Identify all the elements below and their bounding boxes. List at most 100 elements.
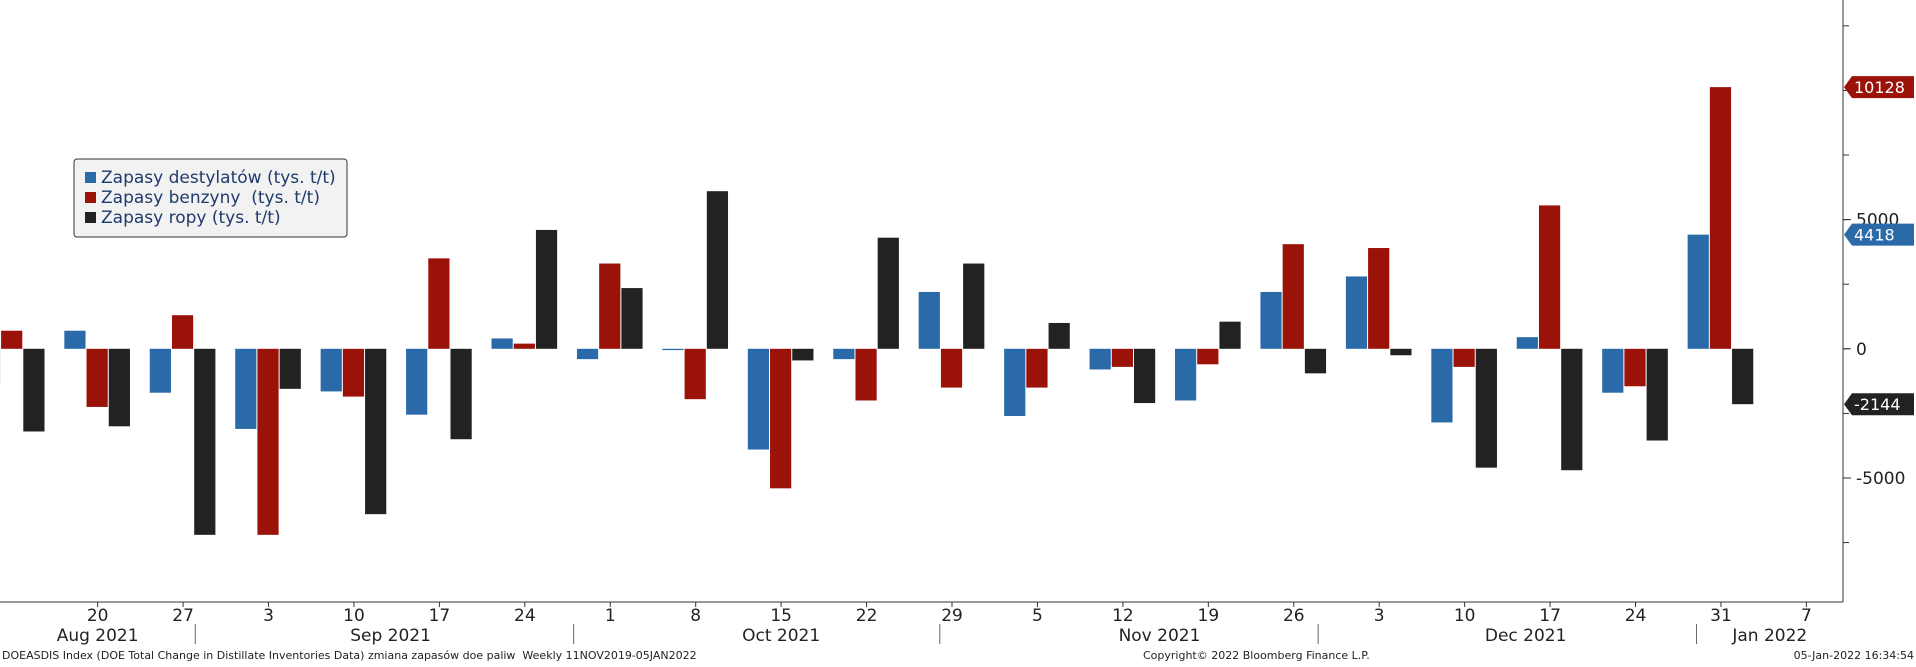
- bar-series-1-point-11: [941, 349, 962, 388]
- bar-series-1-point-3: [257, 349, 278, 535]
- bar-series-1-point-20: [1710, 87, 1731, 349]
- bar-series-2-point-7: [621, 288, 642, 349]
- bar-series-2-point-4: [365, 349, 386, 514]
- bar-series-0-point-15: [1260, 292, 1281, 349]
- bar-series-0-point-17: [1431, 349, 1452, 423]
- x-tick-label: 31: [1710, 606, 1732, 626]
- month-label: Oct 2021: [742, 626, 820, 646]
- x-tick-label: 29: [941, 606, 963, 626]
- bar-series-0-point-9: [748, 349, 769, 450]
- bar-series-0-point-13: [1090, 349, 1111, 370]
- bar-series-2-point-15: [1305, 349, 1326, 374]
- x-tick-label: 5: [1032, 606, 1043, 626]
- footer-copyright: Copyright© 2022 Bloomberg Finance L.P.: [1143, 649, 1370, 662]
- x-tick-label: 20: [87, 606, 109, 626]
- month-label: Nov 2021: [1119, 626, 1201, 646]
- bar-series-2-point-2: [194, 349, 215, 535]
- bar-series-1-point-7: [599, 264, 620, 349]
- legend: Zapasy destylatów (tys. t/t) Zapasy benz…: [74, 159, 347, 237]
- bar-series-0-point-16: [1346, 276, 1367, 348]
- bar-series-2-point-10: [878, 238, 899, 349]
- bar-series-0-point-11: [919, 292, 940, 349]
- bar-series-1-point-14: [1197, 349, 1218, 365]
- bar-series-0-point-7: [577, 349, 598, 359]
- month-label: Sep 2021: [350, 626, 431, 646]
- legend-label-distillates: Zapasy destylatów (tys. t/t): [101, 168, 336, 188]
- bar-series-2-point-17: [1476, 349, 1497, 468]
- bar-series-2-point-12: [1049, 323, 1070, 349]
- month-label: Jan 2022: [1731, 626, 1807, 646]
- legend-label-crude: Zapasy ropy (tys. t/t): [101, 208, 281, 228]
- x-tick-label: 10: [1454, 606, 1476, 626]
- bar-series-2-point-6: [536, 230, 557, 349]
- legend-swatch-crude: [85, 212, 96, 223]
- bar-series-0-point-14: [1175, 349, 1196, 401]
- bar-series-0-point-10: [833, 349, 854, 359]
- bar-series-1-point-10: [855, 349, 876, 401]
- bar-series-1-point-4: [343, 349, 364, 397]
- x-tick-label: 3: [263, 606, 274, 626]
- legend-swatch-gasoline: [85, 192, 96, 203]
- legend-label-gasoline: Zapasy benzyny (tys. t/t): [101, 188, 320, 208]
- bar-series-0-point-6: [492, 338, 513, 348]
- bar-series-0-point-5: [406, 349, 427, 415]
- bar-series-2-point-18: [1561, 349, 1582, 470]
- month-label: Aug 2021: [57, 626, 139, 646]
- month-label: Dec 2021: [1485, 626, 1567, 646]
- bar-series-2-point-3: [280, 349, 301, 389]
- bar-series-2-point-11: [963, 264, 984, 349]
- bar-series-2-point-5: [451, 349, 472, 439]
- bar-series-1-point-19: [1624, 349, 1645, 386]
- bar-series-1-point-2: [172, 315, 193, 349]
- last-value-badge-label: -2144: [1854, 395, 1901, 414]
- y-tick-label: -5000: [1856, 469, 1905, 489]
- last-value-badge-label: 4418: [1854, 226, 1895, 245]
- bar-series-2-point-19: [1647, 349, 1668, 441]
- x-tick-label: 3: [1374, 606, 1385, 626]
- x-tick-label: 1: [605, 606, 616, 626]
- bar-series-2-point-8: [707, 191, 728, 349]
- bar-series-0-point-19: [1602, 349, 1623, 393]
- bar-series-0-point-20: [1688, 235, 1709, 349]
- bar-series-1-point-1: [87, 349, 108, 407]
- bar-series-2-point-14: [1219, 322, 1240, 349]
- bar-series-0-point-18: [1517, 337, 1538, 349]
- legend-swatch-distillates: [85, 172, 96, 183]
- x-tick-label: 7: [1801, 606, 1812, 626]
- footer-source: DOEASDIS Index (DOE Total Change in Dist…: [2, 649, 697, 662]
- bar-series-2-point-9: [792, 349, 813, 361]
- bar-series-1-point-8: [685, 349, 706, 399]
- footer-timestamp: 05-Jan-2022 16:34:54: [1794, 649, 1914, 662]
- bar-series-2-point-0: [23, 349, 44, 432]
- bar-series-0-point-4: [321, 349, 342, 392]
- x-tick-label: 27: [172, 606, 194, 626]
- x-tick-label: 26: [1283, 606, 1305, 626]
- bar-series-0-point-8: [662, 349, 683, 350]
- x-tick-label: 22: [856, 606, 878, 626]
- bar-series-1-point-13: [1112, 349, 1133, 367]
- bar-series-0-point-1: [64, 331, 85, 349]
- bar-series-1-point-12: [1026, 349, 1047, 388]
- x-tick-label: 12: [1112, 606, 1134, 626]
- bar-series-0-point-2: [150, 349, 171, 393]
- x-tick-label: 19: [1198, 606, 1220, 626]
- x-tick-label: 10: [343, 606, 365, 626]
- x-tick-label: 24: [1625, 606, 1647, 626]
- bar-series-1-point-5: [428, 258, 449, 348]
- x-tick-label: 17: [429, 606, 451, 626]
- bar-series-2-point-1: [109, 349, 130, 427]
- x-tick-label: 15: [770, 606, 792, 626]
- bar-series-2-point-16: [1390, 349, 1411, 355]
- bar-series-2-point-13: [1134, 349, 1155, 403]
- x-tick-label: 8: [690, 606, 701, 626]
- x-tick-label: 17: [1539, 606, 1561, 626]
- bar-series-1-point-9: [770, 349, 791, 489]
- y-tick-label: 0: [1856, 340, 1867, 360]
- bar-series-0-point-3: [235, 349, 256, 429]
- x-tick-label: 24: [514, 606, 536, 626]
- last-value-badge-label: 10128: [1854, 78, 1905, 97]
- bar-series-1-point-17: [1454, 349, 1475, 367]
